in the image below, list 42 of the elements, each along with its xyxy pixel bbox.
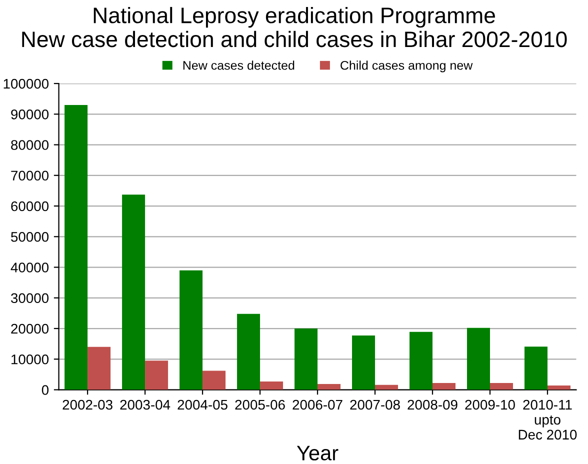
y-tick-label: 20000 xyxy=(11,324,49,334)
bar xyxy=(410,332,433,390)
bar xyxy=(524,346,548,390)
bar xyxy=(237,314,260,390)
y-tick-label: 100000 xyxy=(4,78,49,89)
x-tick-label: 2009-10 xyxy=(465,400,515,410)
bar xyxy=(467,328,490,390)
bar xyxy=(88,346,111,390)
bar xyxy=(318,384,341,390)
bar xyxy=(294,328,318,390)
bar xyxy=(64,104,88,390)
x-tick-label: 2006-07 xyxy=(292,400,342,410)
x-tick-label: 2005-06 xyxy=(235,400,285,410)
x-tick-label: 2003-04 xyxy=(120,400,170,410)
bar xyxy=(352,336,376,390)
y-tick-label: 50000 xyxy=(11,232,49,242)
y-tick-label: 30000 xyxy=(10,293,49,304)
y-tick-label: 0 xyxy=(42,385,49,395)
y-tick-label: 10000 xyxy=(12,354,49,364)
y-tick-label: 90000 xyxy=(11,109,49,120)
y-tick-label: 70000 xyxy=(11,170,49,181)
bar xyxy=(145,360,168,390)
bar xyxy=(375,384,398,390)
legend-label: New cases detected xyxy=(183,60,294,70)
bar xyxy=(490,383,513,390)
y-tick-label: 60000 xyxy=(11,201,49,212)
bar xyxy=(547,385,570,390)
x-tick-label: 2004-05 xyxy=(178,400,228,410)
x-axis-title: Year xyxy=(296,446,338,460)
bar xyxy=(180,270,203,390)
x-tick-label: 2007-08 xyxy=(350,400,400,410)
bar xyxy=(260,381,284,390)
x-tick-label: 2002-03 xyxy=(62,400,112,410)
bar xyxy=(432,383,456,390)
y-tick-label: 40000 xyxy=(10,262,49,272)
bar xyxy=(122,194,146,390)
chart-title: National Leprosy eradication Programme New case detection and child cases in Bihar 2002-2010 xyxy=(22,6,567,48)
x-tick-label: 2008-09 xyxy=(408,400,458,410)
bar xyxy=(202,370,226,390)
legend-label: Child cases among new xyxy=(340,60,473,72)
x-tick-label: 2010-11 upto Dec 2010 xyxy=(518,400,577,440)
y-tick-label: 80000 xyxy=(11,140,49,150)
